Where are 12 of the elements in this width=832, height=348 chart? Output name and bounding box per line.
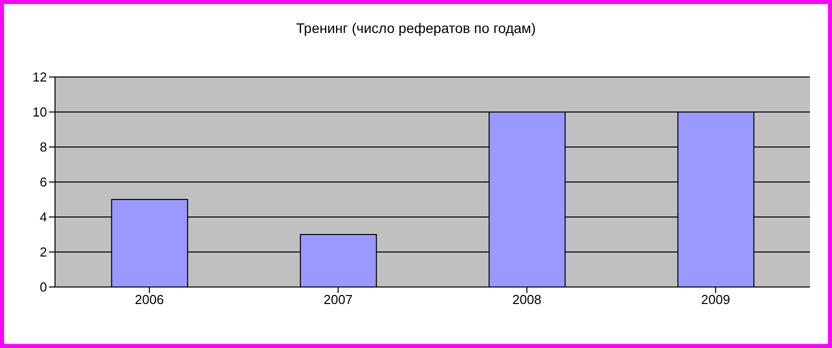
chart-title: Тренинг (число рефератов по годам) bbox=[295, 20, 537, 36]
y-tick-label: 4 bbox=[40, 210, 47, 225]
y-tick-label: 12 bbox=[32, 70, 47, 85]
y-tick-label: 10 bbox=[32, 104, 47, 120]
x-tick-label: 2007 bbox=[324, 292, 353, 308]
y-tick-label: 2 bbox=[40, 244, 47, 260]
x-tick-label: 2006 bbox=[134, 292, 164, 308]
x-tick-label: 2009 bbox=[701, 292, 730, 308]
y-tick-label: 8 bbox=[40, 140, 47, 155]
y-tick-label: 6 bbox=[40, 174, 47, 190]
y-tick-label: 0 bbox=[40, 280, 47, 295]
x-tick-label: 2008 bbox=[512, 292, 542, 308]
